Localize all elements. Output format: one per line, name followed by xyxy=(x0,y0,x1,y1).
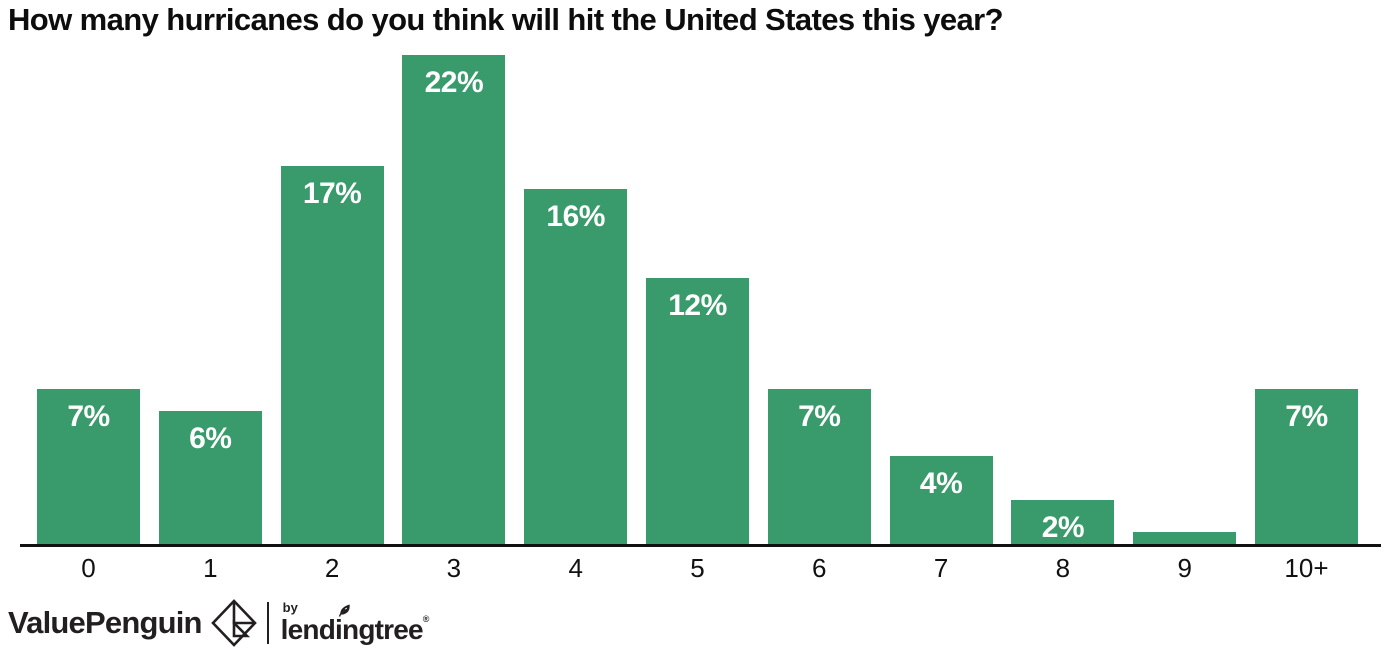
x-axis-tick-labels: 0 1 2 3 4 5 6 7 8 9 10+ xyxy=(37,553,1358,584)
registered-trademark-symbol: ® xyxy=(422,613,430,624)
bar-3: 22% xyxy=(402,55,506,545)
bar-value-label: 4% xyxy=(919,467,963,500)
x-tick-label-10+: 10+ xyxy=(1284,553,1329,583)
bar-value-label: 7% xyxy=(1285,400,1328,433)
x-tick-label-1: 1 xyxy=(203,553,218,583)
bar-10+: 7% xyxy=(1254,389,1358,545)
x-tick-label-9: 9 xyxy=(1177,553,1192,583)
bar-value-label: 22% xyxy=(424,66,484,99)
x-tick-label-0: 0 xyxy=(81,553,96,583)
brand-lockup: ValuePenguin by lendingtree® xyxy=(8,598,429,648)
bar-value-label: 6% xyxy=(189,422,232,455)
x-tick-label-4: 4 xyxy=(568,553,583,583)
bar-value-label: 12% xyxy=(668,289,727,322)
x-tick-label-8: 8 xyxy=(1055,553,1071,583)
origami-penguin-diamond-icon xyxy=(210,599,257,647)
x-tick-label-2: 2 xyxy=(324,553,340,583)
bar-value-label: 2% xyxy=(1041,511,1085,544)
bar-4: 16% xyxy=(524,189,628,545)
bar-2: 17% xyxy=(280,166,384,545)
x-tick-label-6: 6 xyxy=(812,553,827,583)
bar-5: 12% xyxy=(645,278,749,545)
bar-value-label: 17% xyxy=(302,177,362,210)
bar-9 xyxy=(1133,532,1237,545)
bar-6: 7% xyxy=(767,389,871,545)
lendingtree-by-label: by xyxy=(282,599,298,615)
lendingtree-lockup: by lendingtree® xyxy=(280,599,430,646)
bar-0: 7% xyxy=(37,389,140,545)
bar-7: 4% xyxy=(889,456,993,545)
x-tick-label-3: 3 xyxy=(446,553,462,583)
bar-value-label: 7% xyxy=(67,400,110,433)
bar-1: 6% xyxy=(158,411,262,545)
bar-group: 7% 6% 17% 22% 16% 12% 7% 4% 2% 7% xyxy=(37,45,1358,545)
leaf-icon xyxy=(338,602,351,617)
lendingtree-text: lendingtree xyxy=(280,613,424,645)
x-tick-label-7: 7 xyxy=(933,553,949,583)
bar-value-label: 7% xyxy=(798,400,841,433)
x-axis-line xyxy=(20,544,1381,547)
lendingtree-wordmark: lendingtree® xyxy=(280,602,430,645)
x-tick-label-5: 5 xyxy=(690,553,705,583)
chart-title: How many hurricanes do you think will hi… xyxy=(8,2,1004,37)
valuepenguin-wordmark: ValuePenguin xyxy=(8,605,202,640)
bar-8: 2% xyxy=(1011,500,1115,545)
bar-value-label: 16% xyxy=(546,200,605,233)
logo-divider xyxy=(266,602,269,644)
